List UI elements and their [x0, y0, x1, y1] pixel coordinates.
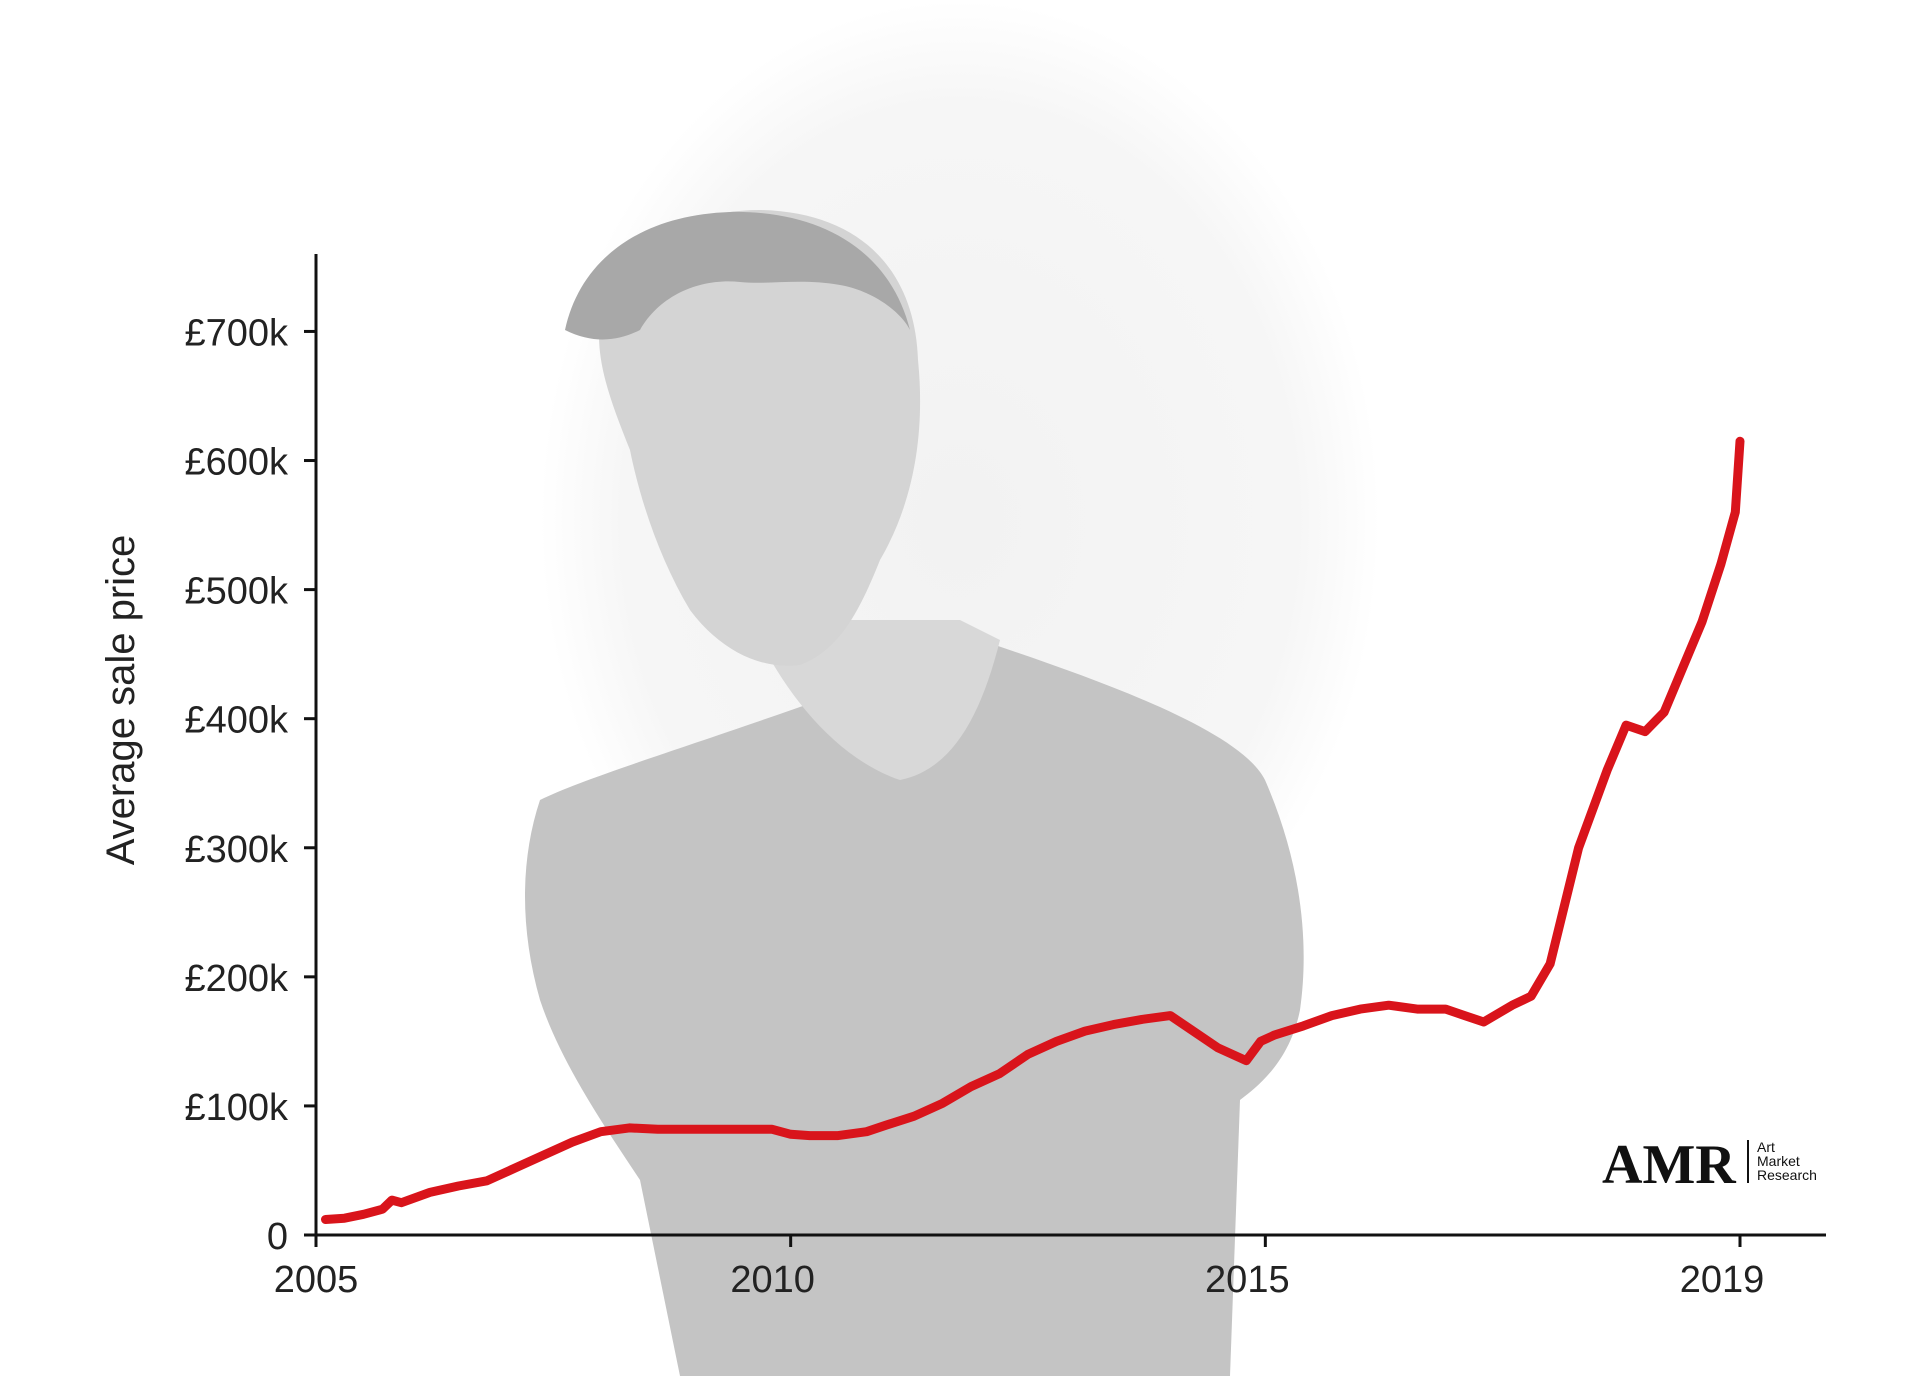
series-point	[885, 1124, 887, 1126]
y-tick-label: £100k	[184, 1087, 289, 1129]
series-point	[1701, 621, 1703, 623]
series-point	[790, 1133, 792, 1135]
series-point	[600, 1131, 602, 1133]
series-point	[1511, 1004, 1513, 1006]
x-tick-label: 2015	[1205, 1259, 1290, 1301]
series-point	[1217, 1047, 1219, 1049]
series-point	[1331, 1015, 1333, 1017]
series-point	[695, 1128, 697, 1130]
series-point	[1056, 1040, 1057, 1042]
logo-line-2: Market	[1757, 1153, 1800, 1169]
series-point	[486, 1180, 488, 1182]
y-tick-label: 0	[267, 1216, 288, 1258]
portrait-image	[525, 0, 1380, 1376]
series-point	[999, 1073, 1000, 1075]
series-point	[628, 1127, 630, 1129]
series-point	[1027, 1053, 1029, 1055]
series-point	[1388, 1004, 1390, 1006]
series-point	[1302, 1025, 1304, 1027]
x-tick-label: 2019	[1680, 1259, 1765, 1301]
y-axis-title: Average sale price	[99, 535, 143, 866]
y-tick-label: £200k	[184, 958, 289, 1000]
series-point	[1606, 769, 1608, 771]
portrait-hair	[565, 211, 910, 340]
logo-line-3: Research	[1757, 1167, 1817, 1183]
y-tick-label: £400k	[184, 700, 289, 742]
x-tick-label: 2005	[274, 1259, 359, 1301]
y-axis-ticks: 0 £100k £200k £300k £400k £500k £600k £700k	[184, 312, 316, 1258]
series-point	[1720, 563, 1722, 565]
logo-main-text: AMR	[1602, 1134, 1736, 1196]
portrait-head	[599, 210, 921, 666]
series-point	[1483, 1021, 1485, 1023]
series-point	[400, 1202, 402, 1204]
series-point	[325, 1219, 326, 1220]
series-point	[1739, 440, 1741, 442]
y-tick-label: £300k	[184, 829, 289, 871]
series-point	[1578, 847, 1580, 849]
series-point	[1359, 1008, 1361, 1010]
series-point	[1530, 995, 1532, 997]
series-point	[1245, 1060, 1247, 1062]
series-point	[1682, 666, 1684, 668]
series-point	[429, 1191, 431, 1193]
portrait-torso	[525, 640, 1304, 1376]
series-point	[363, 1213, 364, 1215]
series-point	[391, 1199, 393, 1201]
y-tick-label: £500k	[184, 571, 289, 613]
series-point	[1112, 1024, 1114, 1026]
x-tick-label: 2010	[730, 1259, 815, 1301]
series-point	[1445, 1008, 1447, 1010]
x-axis-ticks: 2005 2010 2015 2019	[274, 1235, 1765, 1301]
series-point	[913, 1115, 915, 1117]
series-point	[657, 1128, 659, 1130]
y-tick-label: £700k	[184, 312, 289, 354]
series-point	[809, 1135, 811, 1137]
series-point	[1663, 711, 1665, 713]
series-point	[970, 1086, 972, 1088]
series-point	[771, 1128, 773, 1130]
logo-line-1: Art	[1757, 1139, 1775, 1155]
series-point	[382, 1208, 383, 1210]
series-point	[344, 1217, 345, 1219]
series-point	[1274, 1034, 1276, 1036]
series-point	[866, 1131, 868, 1133]
series-point	[837, 1135, 839, 1137]
series-point	[1625, 724, 1627, 726]
amr-logo: AMR Art Market Research	[1602, 1134, 1817, 1196]
series-point	[742, 1128, 744, 1130]
y-tick-label: £600k	[184, 442, 289, 484]
chart-axes: 0 £100k £200k £300k £400k £500k £600k £700k 200…	[184, 254, 1826, 1301]
series-point	[1464, 1015, 1466, 1017]
series-point	[1141, 1018, 1143, 1020]
series-point	[1169, 1015, 1171, 1017]
series-point	[1188, 1028, 1190, 1029]
portrait-neck	[760, 620, 1000, 780]
series-point	[1416, 1008, 1418, 1010]
series-point	[1734, 511, 1736, 513]
series-point	[1644, 731, 1646, 733]
series-point	[514, 1167, 516, 1169]
series-point	[543, 1154, 545, 1156]
series-point	[1260, 1040, 1262, 1042]
series-layer	[321, 436, 1745, 1224]
series-point	[571, 1141, 573, 1143]
series-point	[942, 1102, 944, 1104]
series-point	[457, 1185, 459, 1187]
series-point	[1084, 1030, 1086, 1032]
series-point	[1549, 963, 1551, 965]
